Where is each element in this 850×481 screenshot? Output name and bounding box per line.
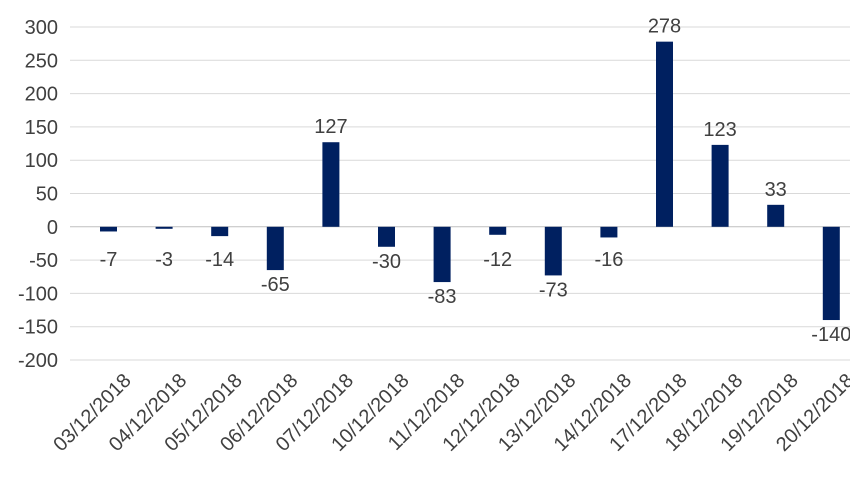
data-label: -140 (811, 324, 850, 346)
bar (600, 226, 618, 238)
y-tick-label: -150 (18, 317, 58, 339)
bar (433, 226, 451, 283)
y-tick-label: 250 (25, 50, 58, 72)
bar (656, 41, 673, 227)
data-label: -14 (205, 249, 234, 271)
data-label: -73 (539, 279, 568, 301)
bar (100, 226, 117, 232)
y-tick-label: 0 (47, 217, 58, 239)
data-label: 127 (314, 116, 347, 138)
data-label: 33 (765, 179, 787, 201)
data-label: -3 (155, 249, 173, 271)
bar (711, 144, 729, 227)
data-label: -65 (261, 274, 290, 296)
y-tick-label: -100 (18, 283, 58, 305)
data-label: 278 (648, 16, 681, 38)
bar (544, 226, 562, 276)
data-label: -30 (372, 251, 401, 273)
data-label: -83 (428, 286, 457, 308)
data-label: -16 (594, 249, 623, 271)
bar (211, 226, 229, 237)
bar (155, 226, 173, 229)
y-tick-label: -200 (18, 350, 58, 372)
y-tick-label: -50 (29, 250, 58, 272)
x-axis: 03/12/201804/12/201805/12/201806/12/2018… (49, 370, 850, 456)
y-tick-label: 150 (25, 117, 58, 139)
data-label: -7 (100, 249, 118, 271)
bar (822, 226, 840, 321)
gridlines (70, 26, 850, 361)
bar (489, 226, 507, 235)
y-tick-label: 200 (25, 84, 58, 106)
bar (378, 226, 395, 247)
bar (266, 226, 284, 271)
data-labels: -7 -3 -14 -65 127 -30 -83 -12 -73 -16 278 123 33 -140 (100, 16, 850, 346)
bars (100, 41, 840, 321)
data-label: -12 (483, 249, 512, 271)
y-tick-label: 300 (25, 17, 58, 39)
y-tick-label: 100 (25, 150, 58, 172)
y-axis: 300 250 200 150 100 50 0 -50 -100 -150 -200 (18, 17, 58, 372)
data-label: 123 (703, 119, 736, 141)
bar (767, 204, 785, 227)
bar (322, 142, 340, 227)
y-tick-label: 50 (36, 184, 58, 206)
